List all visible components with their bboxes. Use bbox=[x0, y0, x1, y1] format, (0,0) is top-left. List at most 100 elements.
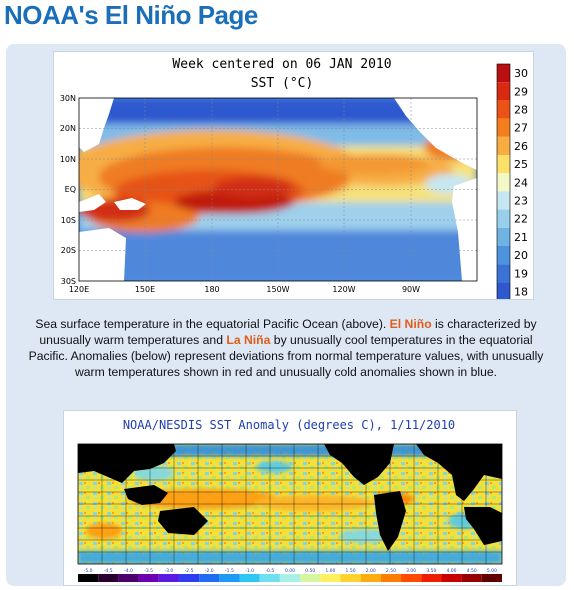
colorbar-swatch bbox=[497, 227, 510, 246]
page-title: NOAA's El Niño Page bbox=[4, 0, 258, 30]
scale-label: 0.00 bbox=[285, 568, 295, 574]
colorbar-swatch bbox=[497, 118, 510, 137]
scale-label: -4.0 bbox=[124, 568, 133, 574]
colorbar-label: 29 bbox=[514, 85, 528, 98]
lat-axis: 30N 20N 10N EQ 10S 20S 30S bbox=[60, 94, 76, 286]
sst-field bbox=[79, 98, 477, 281]
scale-swatch bbox=[481, 574, 502, 582]
scale-swatch bbox=[158, 574, 179, 582]
scale-label: -1.0 bbox=[245, 568, 254, 574]
el-nino-term: El Niño bbox=[389, 317, 432, 331]
scale-swatch bbox=[380, 574, 402, 582]
colorbar-swatch bbox=[497, 100, 510, 119]
lon-axis: 120E 150E 180 150W 120W 90W bbox=[69, 285, 420, 294]
scale-label: -5.0 bbox=[84, 568, 93, 574]
scale-swatch bbox=[78, 574, 99, 582]
scale-label: 4.50 bbox=[467, 568, 477, 574]
content-panel: Week centered on 06 JAN 2010 SST (°C) bbox=[6, 44, 566, 586]
scale-label: 2.50 bbox=[386, 568, 396, 574]
scale-label: 1.00 bbox=[325, 568, 335, 574]
lon-tick-label: 150E bbox=[135, 285, 155, 294]
colorbar-label: 26 bbox=[514, 140, 528, 153]
sst-map-title: Week centered on 06 JAN 2010 bbox=[172, 57, 391, 72]
scale-label: -2.5 bbox=[185, 568, 194, 574]
colorbar-label: 19 bbox=[514, 267, 528, 280]
colorbar-swatch bbox=[497, 173, 510, 192]
colorbar-label: 30 bbox=[514, 67, 528, 80]
anomaly-field bbox=[78, 444, 502, 564]
colorbar-label: 27 bbox=[514, 122, 528, 135]
lon-tick-label: 90W bbox=[402, 285, 420, 294]
scale-swatch bbox=[219, 574, 240, 582]
colorbar-swatch bbox=[497, 82, 510, 101]
scale-swatch bbox=[401, 574, 422, 582]
lon-tick-label: 180 bbox=[204, 285, 219, 294]
anomaly-map: NOAA/NESDIS SST Anomaly (degrees C), 1/1… bbox=[63, 410, 517, 586]
scale-swatch bbox=[320, 574, 341, 582]
scale-swatch bbox=[138, 574, 159, 582]
scale-label: -1.5 bbox=[225, 568, 234, 574]
colorbar-label: 18 bbox=[514, 286, 528, 299]
colorbar-swatch bbox=[497, 64, 510, 83]
scale-swatch bbox=[300, 574, 321, 582]
scale-label: 2.00 bbox=[366, 568, 376, 574]
scale-swatch bbox=[340, 574, 361, 582]
la-nina-term: La Niña bbox=[226, 333, 271, 347]
colorbar-swatch bbox=[497, 191, 510, 210]
colorbar-swatch bbox=[497, 136, 510, 155]
scale-label: -4.5 bbox=[104, 568, 113, 574]
scale-label: 4.00 bbox=[447, 568, 457, 574]
lon-tick-label: 150W bbox=[266, 285, 289, 294]
caption-part-1: Sea surface temperature in the equatoria… bbox=[35, 317, 390, 331]
sst-map-subtitle: SST (°C) bbox=[251, 76, 314, 91]
scale-label: -3.5 bbox=[144, 568, 153, 574]
scale-swatch bbox=[239, 574, 260, 582]
scale-swatch bbox=[421, 574, 442, 582]
scale-swatch bbox=[178, 574, 200, 582]
colorbar-swatch bbox=[497, 155, 510, 174]
colorbar-label: 22 bbox=[514, 213, 528, 226]
lat-tick-label: 10S bbox=[61, 216, 76, 225]
lat-tick-label: 20N bbox=[60, 124, 76, 133]
caption-part-3: by unusually cool temperatures in the eq… bbox=[28, 333, 544, 379]
lon-tick-label: 120E bbox=[69, 285, 89, 294]
lat-tick-label: 10N bbox=[60, 155, 76, 164]
scale-swatch bbox=[279, 574, 301, 582]
colorbar-swatch bbox=[497, 282, 510, 301]
scale-swatch bbox=[259, 574, 280, 582]
colorbar-label: 20 bbox=[514, 249, 528, 262]
scale-label: -0.5 bbox=[265, 568, 274, 574]
scale-swatch bbox=[98, 574, 119, 582]
scale-swatch bbox=[360, 574, 381, 582]
colorbar-label: 23 bbox=[514, 195, 528, 208]
colorbar-label: 28 bbox=[514, 104, 528, 117]
anomaly-scale: -5.0 -4.5 -4.0 -3.5 -3.0 -2.5 -2.0 -1.5 -1.0 -0.5… bbox=[78, 568, 502, 582]
scale-label: 5.00 bbox=[487, 568, 497, 574]
temperature-colorbar: 30 29 28 27 26 25 24 23 22 21 20 19 18 bbox=[496, 63, 528, 301]
scale-label: 0.50 bbox=[305, 568, 315, 574]
colorbar-label: 24 bbox=[514, 176, 528, 189]
sst-map-svg: Week centered on 06 JAN 2010 SST (°C) bbox=[60, 57, 528, 301]
colorbar-swatch bbox=[497, 246, 510, 265]
scale-swatch bbox=[461, 574, 482, 582]
colorbar-swatch bbox=[497, 264, 510, 283]
lat-tick-label: 20S bbox=[61, 246, 76, 255]
scale-label: -2.0 bbox=[205, 568, 214, 574]
anomaly-map-svg: NOAA/NESDIS SST Anomaly (degrees C), 1/1… bbox=[77, 418, 503, 582]
scale-label: 1.50 bbox=[346, 568, 356, 574]
caption-part-2: is characterized by unusually warm tempe… bbox=[39, 317, 537, 347]
colorbar-label: 25 bbox=[514, 158, 528, 171]
caption-text: Sea surface temperature in the equatoria… bbox=[26, 316, 546, 380]
scale-label: 3.00 bbox=[406, 568, 416, 574]
scale-swatch bbox=[118, 574, 139, 582]
colorbar-swatch bbox=[497, 209, 510, 228]
scale-label: -3.0 bbox=[164, 568, 173, 574]
lat-tick-label: 30S bbox=[61, 277, 76, 286]
anomaly-map-title: NOAA/NESDIS SST Anomaly (degrees C), 1/1… bbox=[123, 418, 455, 432]
lon-tick-label: 120W bbox=[332, 285, 355, 294]
scale-swatch bbox=[441, 574, 462, 582]
scale-label: 3.50 bbox=[426, 568, 436, 574]
lat-tick-label: EQ bbox=[65, 185, 76, 194]
colorbar-label: 21 bbox=[514, 231, 528, 244]
scale-swatch bbox=[199, 574, 220, 582]
